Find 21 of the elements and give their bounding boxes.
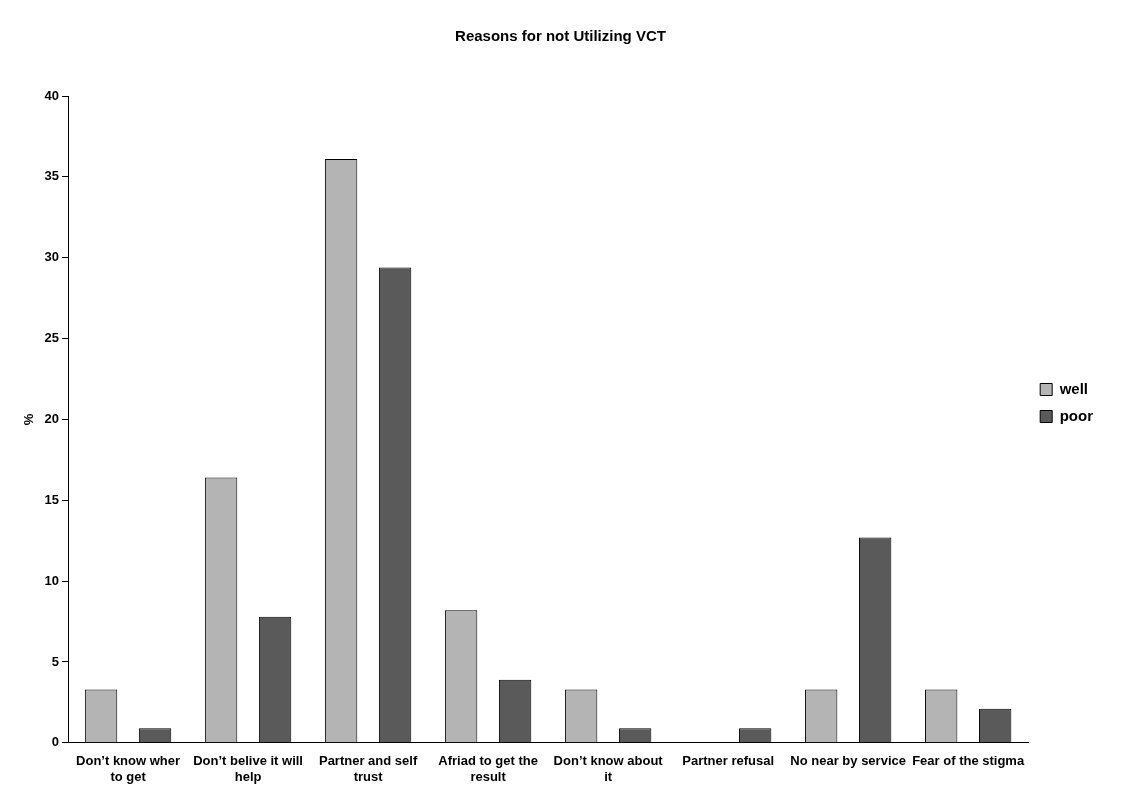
legend-label: well — [1058, 379, 1089, 397]
y-tick-label: 0 — [51, 734, 60, 750]
y-tick-label: 30 — [44, 249, 60, 265]
x-tick-label: Don’t know about it — [553, 753, 664, 784]
y-axis-title: % — [21, 413, 37, 426]
chart-title: Reasons for not Utilizing VCT — [455, 27, 666, 45]
x-tick-label: Don’t know wher to get — [76, 753, 181, 784]
x-tick-label: Fear of the stigma — [912, 753, 1025, 769]
x-tick-label: Don’t belive it will help — [193, 753, 303, 784]
x-tick-label: Partner and self trust — [318, 753, 418, 784]
legend-label: poor — [1059, 406, 1094, 424]
x-tick-label: Partner refusal — [682, 753, 775, 769]
y-tick-label: 5 — [51, 653, 60, 669]
y-tick-label: 25 — [44, 330, 60, 346]
y-tick-label: 20 — [44, 410, 60, 426]
y-tick-label: 15 — [44, 491, 60, 507]
y-tick-label: 40 — [44, 87, 60, 103]
x-tick-label: Afriad to get the result — [438, 753, 538, 784]
y-tick-label: 10 — [44, 572, 60, 588]
x-tick-label: No near by service — [790, 753, 906, 769]
y-tick-label: 35 — [44, 168, 60, 184]
